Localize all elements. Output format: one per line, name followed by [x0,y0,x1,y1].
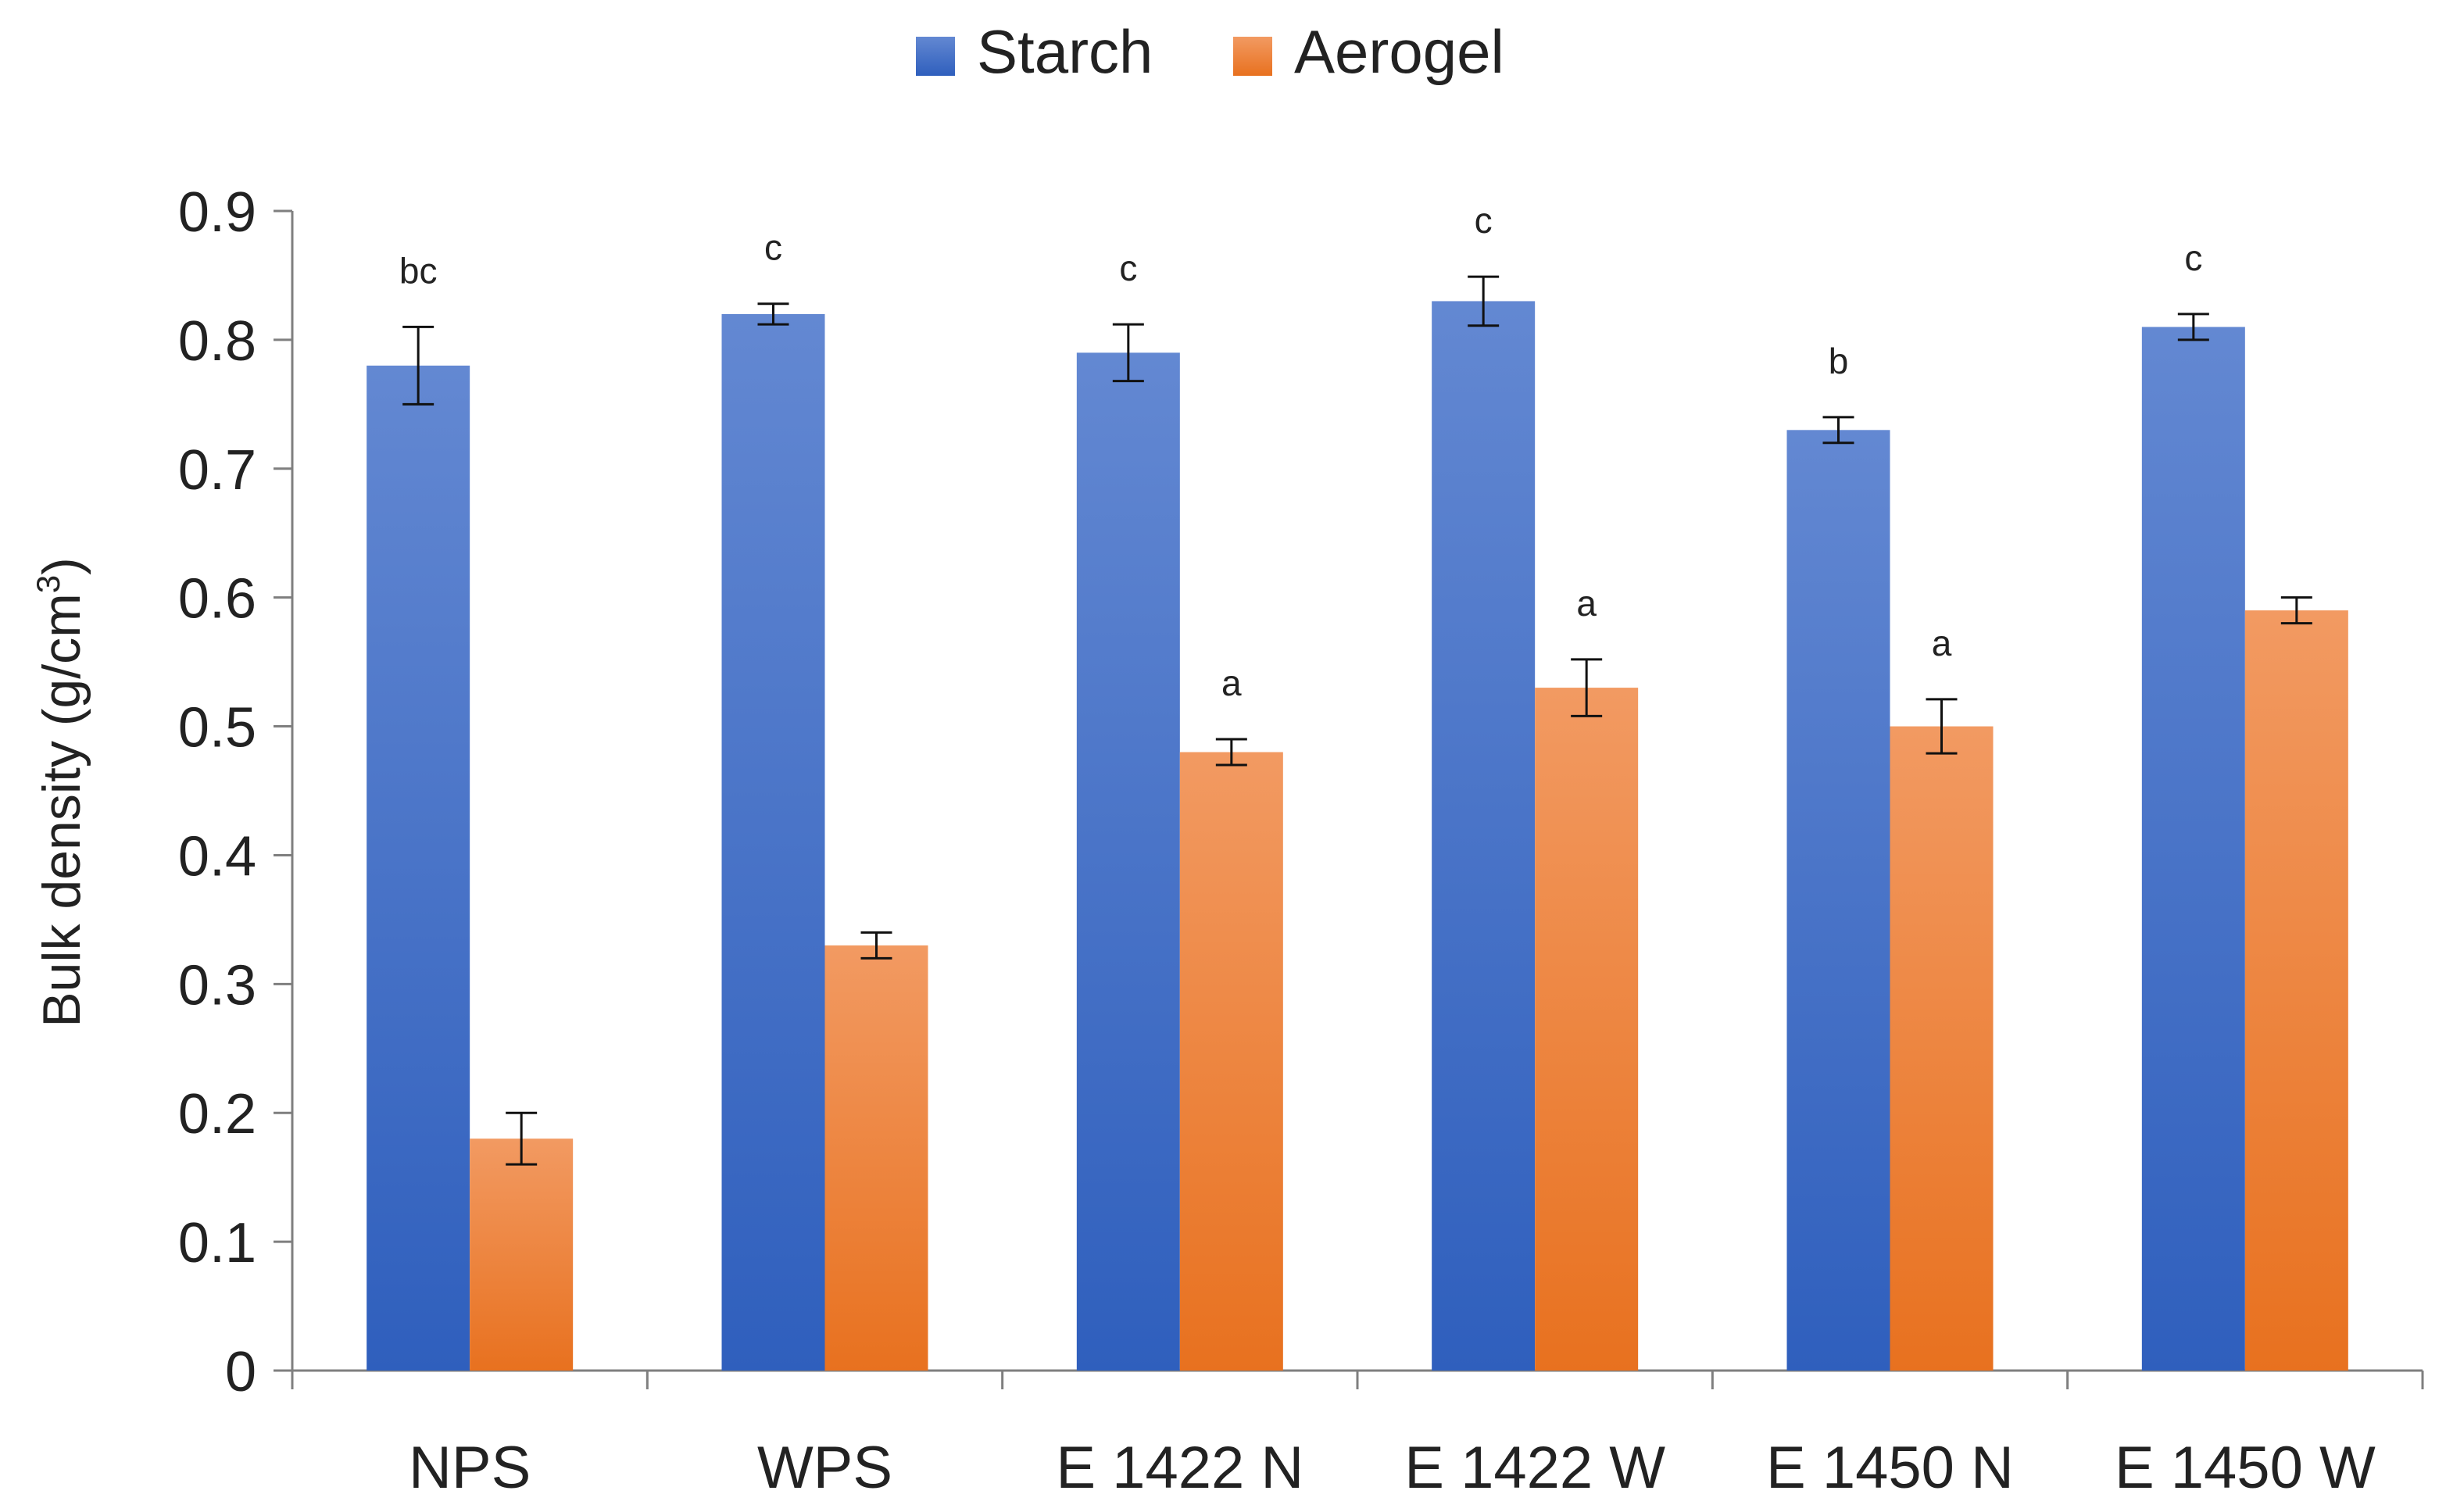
y-tick-label: 0.8 [178,310,256,373]
bar-aerogel [2244,610,2348,1371]
y-tick-label: 0.4 [178,825,256,888]
y-tick-label: 0.7 [178,439,256,502]
significance-label-starch: c [2184,238,2202,278]
y-axis-title-close: ) [32,557,91,575]
x-tick-label: NPS [409,1435,531,1501]
significance-label-starch: c [1119,248,1137,288]
legend-label-starch: Starch [977,17,1153,86]
significance-label-starch: bc [399,250,438,291]
significance-label-starch: b [1829,341,1849,381]
legend: Starch Aerogel [916,17,1504,86]
bar-aerogel [1535,688,1639,1371]
legend-swatch-aerogel [1233,37,1272,76]
bar-aerogel [1890,726,1994,1371]
legend-swatch-starch [916,37,955,76]
x-tick-label: WPS [757,1435,892,1501]
bar-starch [367,365,470,1371]
y-tick-label: 0.2 [178,1083,256,1146]
y-tick-label: 0.3 [178,954,256,1017]
axes: 0 0.1 0.2 0.3 0.4 0.5 0.6 0.7 0.8 0.9 NPS WPS E 1422… [178,181,2424,1501]
significance-label-aerogel: a [1221,663,1242,703]
y-tick-label: 0.5 [178,697,256,760]
y-tick-label: 0 [225,1341,256,1403]
bar-aerogel [470,1138,574,1371]
y-tick-label: 0.6 [178,568,256,631]
y-tick-label: 0.9 [178,181,256,244]
bar-starch [1076,352,1180,1371]
bars [367,301,2348,1371]
error-bars [402,275,2312,1166]
legend-label-aerogel: Aerogel [1294,17,1504,86]
y-tick-label: 0.1 [178,1212,256,1274]
bar-starch [1432,301,1536,1371]
y-axis-title-main: Bulk density (g/cm [32,593,91,1028]
x-tick-label: E 1450 W [2115,1435,2376,1501]
y-axis-title-superscript: 3 [30,575,66,593]
significance-label-aerogel: a [1932,623,1952,663]
bar-starch [721,313,825,1371]
x-tick-label: E 1422 W [1404,1435,1665,1501]
bar-aerogel [1179,752,1283,1371]
significance-label-aerogel: a [1576,583,1597,624]
x-tick-label: E 1450 N [1766,1435,2014,1501]
bar-aerogel [824,945,928,1371]
x-tick-label: E 1422 N [1056,1435,1303,1501]
significance-label-starch: c [764,227,782,268]
y-axis-title: Bulk density (g/cm3) [30,557,91,1028]
bar-starch [2141,327,2245,1371]
significance-label-starch: c [1475,200,1493,241]
bar-starch [1786,430,1890,1371]
